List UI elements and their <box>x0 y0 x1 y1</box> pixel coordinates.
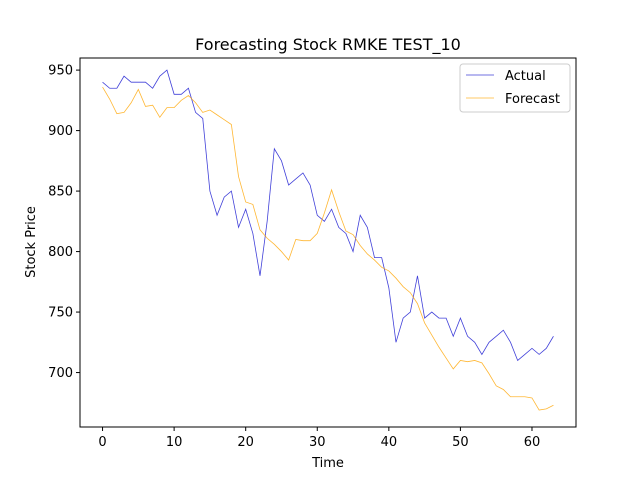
y-tick-label: 700 <box>48 366 73 381</box>
y-tick-label: 850 <box>48 185 73 200</box>
legend-box <box>459 63 571 113</box>
x-tick-label: 30 <box>309 435 326 450</box>
x-axis: 0 10 20 30 40 50 60 <box>98 427 540 450</box>
y-tick-label: 800 <box>48 245 73 260</box>
y-tick-label: 900 <box>48 124 73 139</box>
y-tick-label: 950 <box>48 64 73 79</box>
x-tick-label: 10 <box>166 435 183 450</box>
series-line-actual <box>102 69 554 362</box>
y-tick-label: 750 <box>48 306 73 321</box>
plot-frame <box>79 57 577 428</box>
series-line-forecast <box>102 86 554 411</box>
x-tick-label: 20 <box>237 435 254 450</box>
legend: Actual Forecast <box>459 63 571 113</box>
legend-label-forecast: Forecast <box>505 92 560 107</box>
legend-label-actual: Actual <box>505 69 546 84</box>
y-axis: 700 750 800 850 900 950 <box>48 64 80 381</box>
x-tick-label: 0 <box>98 435 106 450</box>
x-axis-label: Time <box>311 456 344 471</box>
chart-title: Forecasting Stock RMKE TEST_10 <box>195 35 461 55</box>
x-tick-label: 50 <box>452 435 469 450</box>
plot-lines <box>102 69 554 411</box>
y-axis-label: Stock Price <box>24 206 39 278</box>
x-tick-label: 60 <box>524 435 541 450</box>
x-tick-label: 40 <box>381 435 398 450</box>
